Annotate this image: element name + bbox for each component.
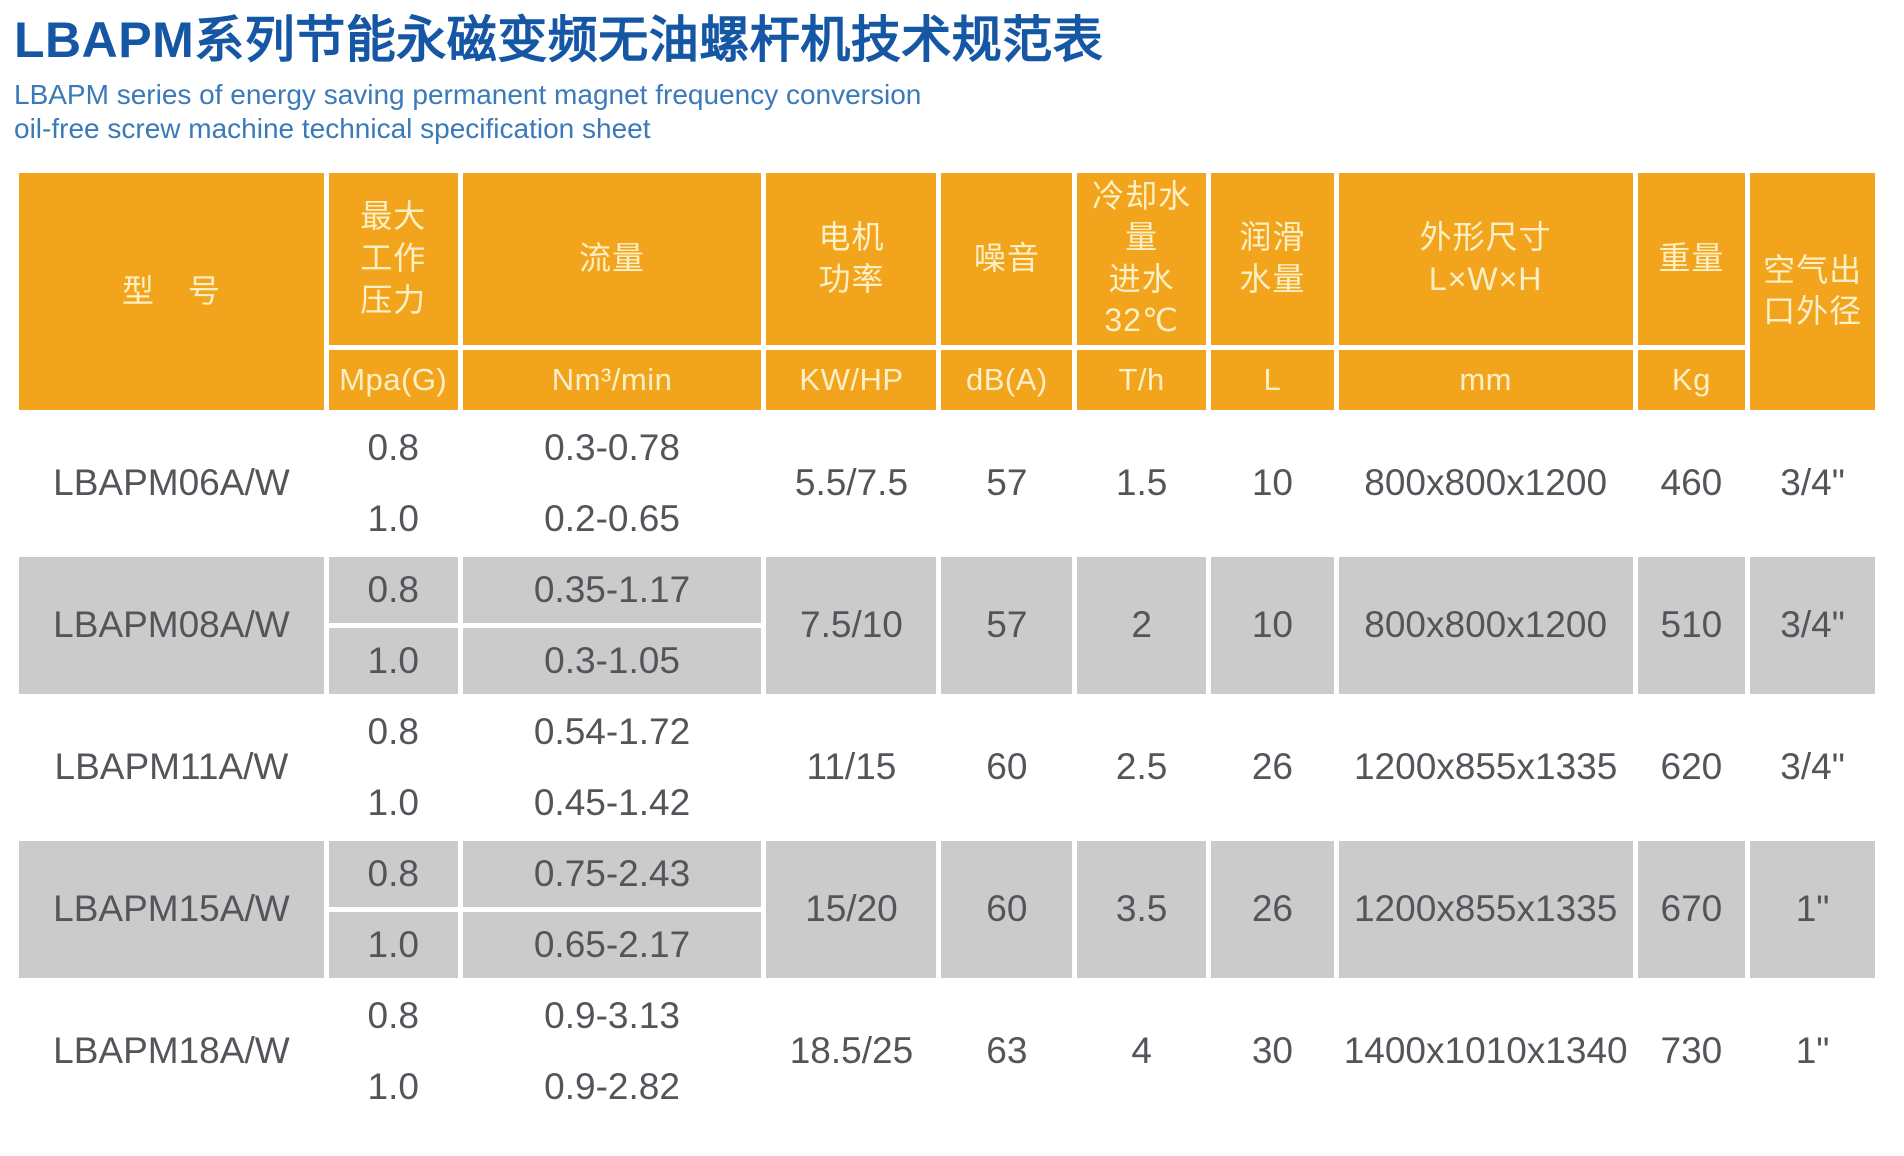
unit-cooling: T/h	[1077, 349, 1207, 410]
cell-weight: 460	[1637, 414, 1746, 552]
table-row: LBAPM15A/W 0.8 0.75-2.43 15/20 60 3.5 26…	[19, 840, 1875, 978]
cell-air-outlet: 3/4"	[1750, 698, 1875, 836]
cell-lube: 26	[1211, 840, 1334, 978]
cell-pressure: 0.8	[328, 840, 458, 907]
cell-pressure: 0.8	[328, 414, 458, 481]
page-subtitle: LBAPM series of energy saving permanent …	[14, 78, 922, 144]
cell-noise: 60	[941, 698, 1073, 836]
col-header-pressure: 最大 工作 压力	[328, 172, 458, 345]
cell-cooling: 2.5	[1077, 698, 1207, 836]
unit-lube: L	[1211, 349, 1334, 410]
cell-cooling: 1.5	[1077, 414, 1207, 552]
col-header-lube: 润滑 水量	[1211, 172, 1334, 345]
cell-power: 15/20	[766, 840, 937, 978]
table-subrow: 1.0 0.45-1.42	[19, 769, 1875, 836]
table-subrow: 1.0 0.2-0.65	[19, 485, 1875, 552]
cell-flow: 0.9-3.13	[462, 982, 762, 1049]
unit-pressure: Mpa(G)	[328, 349, 458, 410]
cell-pressure: 1.0	[328, 911, 458, 978]
cell-model: LBAPM08A/W	[19, 556, 324, 694]
cell-flow: 0.65-2.17	[462, 911, 762, 978]
unit-noise: dB(A)	[941, 349, 1073, 410]
spec-table-header: 型 号 最大 工作 压力 流量 电机 功率 噪音 冷却水量 进水32℃ 润滑 水…	[19, 172, 1875, 410]
cell-weight: 730	[1637, 982, 1746, 1120]
cell-power: 7.5/10	[766, 556, 937, 694]
cell-air-outlet: 3/4"	[1750, 414, 1875, 552]
cell-pressure: 0.8	[328, 556, 458, 623]
table-subrow: 1.0 0.65-2.17	[19, 911, 1875, 978]
cell-pressure: 1.0	[328, 1053, 458, 1120]
cell-flow: 0.9-2.82	[462, 1053, 762, 1120]
col-header-dims: 外形尺寸 L×W×H	[1338, 172, 1633, 345]
col-header-weight: 重量	[1637, 172, 1746, 345]
table-row: LBAPM06A/W 0.8 0.3-0.78 5.5/7.5 57 1.5 1…	[19, 414, 1875, 552]
cell-lube: 26	[1211, 698, 1334, 836]
cell-power: 11/15	[766, 698, 937, 836]
cell-lube: 30	[1211, 982, 1334, 1120]
cell-model: LBAPM11A/W	[19, 698, 324, 836]
table-subrow: 1.0 0.3-1.05	[19, 627, 1875, 694]
unit-flow: Nm³/min	[462, 349, 762, 410]
cell-pressure: 1.0	[328, 485, 458, 552]
cell-model: LBAPM06A/W	[19, 414, 324, 552]
col-header-power: 电机 功率	[766, 172, 937, 345]
unit-dims: mm	[1338, 349, 1633, 410]
cell-pressure: 0.8	[328, 982, 458, 1049]
col-header-model: 型 号	[19, 172, 324, 410]
page-title: LBAPM系列节能永磁变频无油螺杆机技术规范表	[14, 12, 1104, 68]
cell-air-outlet: 1"	[1750, 840, 1875, 978]
table-row: LBAPM18A/W 0.8 0.9-3.13 18.5/25 63 4 30 …	[19, 982, 1875, 1120]
col-header-cooling: 冷却水量 进水32℃	[1077, 172, 1207, 345]
cell-air-outlet: 1"	[1750, 982, 1875, 1120]
cell-cooling: 2	[1077, 556, 1207, 694]
cell-dims: 1400x1010x1340	[1338, 982, 1633, 1120]
table-row: LBAPM11A/W 0.8 0.54-1.72 11/15 60 2.5 26…	[19, 698, 1875, 836]
cell-noise: 57	[941, 556, 1073, 694]
table-row: LBAPM08A/W 0.8 0.35-1.17 7.5/10 57 2 10 …	[19, 556, 1875, 694]
spec-table-body: LBAPM06A/W 0.8 0.3-0.78 5.5/7.5 57 1.5 1…	[19, 414, 1875, 1120]
cell-power: 5.5/7.5	[766, 414, 937, 552]
cell-lube: 10	[1211, 414, 1334, 552]
cell-flow: 0.45-1.42	[462, 769, 762, 836]
cell-weight: 510	[1637, 556, 1746, 694]
cell-power: 18.5/25	[766, 982, 937, 1120]
col-header-noise: 噪音	[941, 172, 1073, 345]
spec-table: 型 号 最大 工作 压力 流量 电机 功率 噪音 冷却水量 进水32℃ 润滑 水…	[14, 168, 1880, 1125]
cell-dims: 800x800x1200	[1338, 414, 1633, 552]
cell-dims: 800x800x1200	[1338, 556, 1633, 694]
table-subrow: 1.0 0.9-2.82	[19, 1053, 1875, 1120]
cell-noise: 60	[941, 840, 1073, 978]
col-header-flow: 流量	[462, 172, 762, 345]
cell-flow: 0.75-2.43	[462, 840, 762, 907]
cell-air-outlet: 3/4"	[1750, 556, 1875, 694]
cell-pressure: 0.8	[328, 698, 458, 765]
col-header-air-outlet: 空气出 口外径	[1750, 172, 1875, 410]
header-row-labels: 型 号 最大 工作 压力 流量 电机 功率 噪音 冷却水量 进水32℃ 润滑 水…	[19, 172, 1875, 410]
cell-pressure: 1.0	[328, 769, 458, 836]
cell-flow: 0.3-0.78	[462, 414, 762, 481]
cell-noise: 57	[941, 414, 1073, 552]
cell-model: LBAPM18A/W	[19, 982, 324, 1120]
cell-dims: 1200x855x1335	[1338, 698, 1633, 836]
cell-lube: 10	[1211, 556, 1334, 694]
cell-flow: 0.2-0.65	[462, 485, 762, 552]
unit-weight: Kg	[1637, 349, 1746, 410]
cell-flow: 0.3-1.05	[462, 627, 762, 694]
spec-sheet-page: LBAPM系列节能永磁变频无油螺杆机技术规范表 LBAPM series of …	[14, 12, 1880, 1125]
cell-pressure: 1.0	[328, 627, 458, 694]
cell-cooling: 4	[1077, 982, 1207, 1120]
cell-flow: 0.35-1.17	[462, 556, 762, 623]
cell-dims: 1200x855x1335	[1338, 840, 1633, 978]
cell-noise: 63	[941, 982, 1073, 1120]
cell-flow: 0.54-1.72	[462, 698, 762, 765]
unit-power: KW/HP	[766, 349, 937, 410]
cell-model: LBAPM15A/W	[19, 840, 324, 978]
cell-weight: 620	[1637, 698, 1746, 836]
header-row-units: Mpa(G) Nm³/min KW/HP dB(A) T/h L mm Kg	[19, 349, 1875, 410]
cell-weight: 670	[1637, 840, 1746, 978]
cell-cooling: 3.5	[1077, 840, 1207, 978]
